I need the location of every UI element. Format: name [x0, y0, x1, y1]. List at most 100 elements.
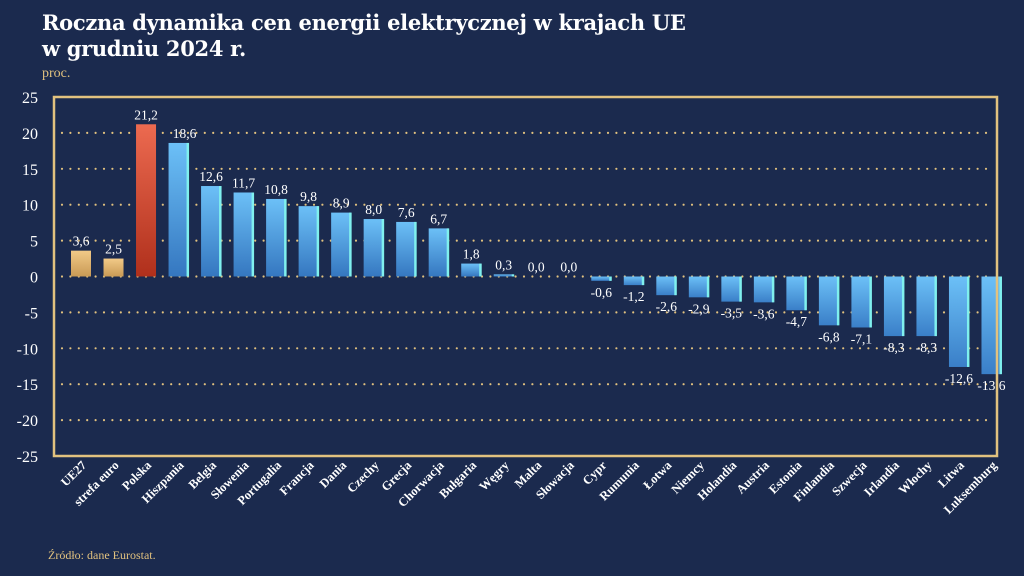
bar-edge-highlight [219, 186, 222, 277]
y-tick-label: 20 [22, 126, 38, 143]
data-label: -4,7 [786, 314, 808, 329]
x-tick-label: Austria [734, 458, 773, 497]
y-tick-label: 10 [22, 198, 38, 215]
data-label: -0,6 [591, 285, 613, 300]
data-label: 2,5 [105, 242, 122, 257]
bar-edge-highlight [414, 221, 417, 277]
chart-title: Roczna dynamika cen energii elektrycznej… [42, 10, 686, 62]
data-label: 7,6 [398, 205, 415, 220]
data-label: 0,0 [560, 260, 577, 275]
y-axis-unit-label: proc. [42, 66, 71, 81]
y-tick-label: -20 [17, 413, 38, 430]
data-label: -2,6 [656, 299, 678, 314]
data-label: 1,8 [463, 247, 480, 262]
x-tick-label: Cypr [580, 458, 610, 488]
bar-belgia [201, 186, 222, 277]
data-label: -1,2 [623, 289, 644, 304]
source-note: Źródło: dane Eurostat. [48, 548, 156, 562]
data-label: -2,9 [688, 301, 710, 316]
data-label: -8,3 [916, 340, 938, 355]
data-label: -8,3 [883, 340, 905, 355]
bar-strefa-euro [103, 258, 124, 277]
bar-polska [136, 124, 157, 277]
bar-edge-highlight [706, 276, 710, 298]
bar-edge-highlight [186, 142, 190, 277]
data-label: -3,5 [721, 306, 743, 321]
data-label: 10,8 [264, 182, 288, 197]
bar-holandia [721, 276, 742, 302]
bar-edge-highlight [641, 276, 645, 286]
chart-title-line-1: Roczna dynamika cen energii elektrycznej… [42, 10, 686, 35]
bar-włochy [916, 276, 937, 337]
bars [71, 124, 1002, 375]
data-label: 3,6 [73, 234, 90, 249]
bar-łotwa [656, 276, 677, 296]
data-label: 0,0 [528, 260, 545, 275]
y-tick-label: 5 [30, 234, 38, 251]
x-tick-label: Włochy [896, 458, 935, 497]
bar-austria [753, 276, 774, 303]
data-label: -6,8 [818, 329, 840, 344]
data-label: 8,0 [365, 202, 382, 217]
bar-litwa [948, 276, 969, 367]
x-tick-label: Czechy [344, 458, 382, 496]
data-labels: 3,6 2,5 21,2 18,6 12,6 11,7 10,8 9,8 8,9 8,0 7,6 6,… [73, 107, 1006, 393]
bar-rumunia [623, 276, 644, 286]
bar-edge-highlight [316, 206, 320, 277]
data-label: 11,7 [232, 175, 255, 190]
data-label: 9,8 [300, 189, 317, 204]
bar-edge-highlight [999, 276, 1002, 375]
bar-irlandia [883, 276, 904, 337]
bar-szwecja [851, 276, 872, 328]
chart-title-line-2: w grudniu 2024 r. [42, 36, 247, 61]
data-label: -12,6 [945, 371, 973, 386]
bar-edge-highlight [479, 263, 482, 277]
bar-finlandia [818, 276, 839, 326]
data-label: 8,9 [333, 196, 350, 211]
bar-edge-highlight [251, 192, 255, 277]
y-tick-label: -5 [25, 305, 38, 322]
bar-edge-highlight [966, 276, 970, 367]
bar-bułgaria [461, 263, 482, 277]
bar-estonia [786, 276, 807, 311]
y-tick-label: 15 [22, 162, 38, 179]
bar-edge-highlight [836, 276, 840, 326]
bar-edge-highlight [771, 276, 775, 303]
bar-edge-highlight [511, 274, 515, 277]
bar-luksemburg [981, 276, 1002, 375]
x-tick-label: Francja [277, 458, 317, 498]
plot-frame [52, 95, 999, 458]
bar-chorwacja [428, 228, 449, 277]
bar-edge-highlight [674, 276, 677, 296]
data-label: 21,2 [134, 107, 158, 122]
data-label: 0,3 [495, 257, 512, 272]
bar-edge-highlight [804, 276, 807, 311]
data-label: -3,6 [753, 306, 775, 321]
y-tick-label: -15 [17, 377, 38, 394]
bar-niemcy [688, 276, 709, 298]
bar-hiszpania [168, 142, 189, 277]
bar-dania [331, 212, 352, 277]
bar-francja [298, 206, 319, 277]
x-tick-label: Węgry [476, 458, 512, 494]
data-label: 6,7 [430, 211, 447, 226]
bar-węgry [493, 274, 514, 277]
y-tick-label: -25 [17, 449, 38, 466]
bar-grecja [396, 221, 417, 277]
x-tick-label: Irlandia [861, 458, 902, 499]
data-label: 18,6 [173, 126, 197, 141]
y-axis-ticks: 25 20 15 10 5 0 -5 -10 -15 -20 -25 [17, 90, 38, 466]
data-label: -13,6 [977, 378, 1005, 393]
data-label: 12,6 [199, 169, 223, 184]
x-tick-label: Bułgaria [437, 458, 480, 501]
bar-portugalia [266, 198, 287, 277]
bar-edge-highlight [901, 276, 905, 337]
bar-edge-highlight [381, 219, 385, 277]
bar-edge-highlight [934, 276, 937, 337]
data-label: -7,1 [851, 331, 872, 346]
bar-edge-highlight [869, 276, 872, 328]
bar-edge-highlight [446, 228, 450, 277]
bar-edge-highlight [739, 276, 742, 302]
y-tick-label: 0 [30, 270, 38, 287]
